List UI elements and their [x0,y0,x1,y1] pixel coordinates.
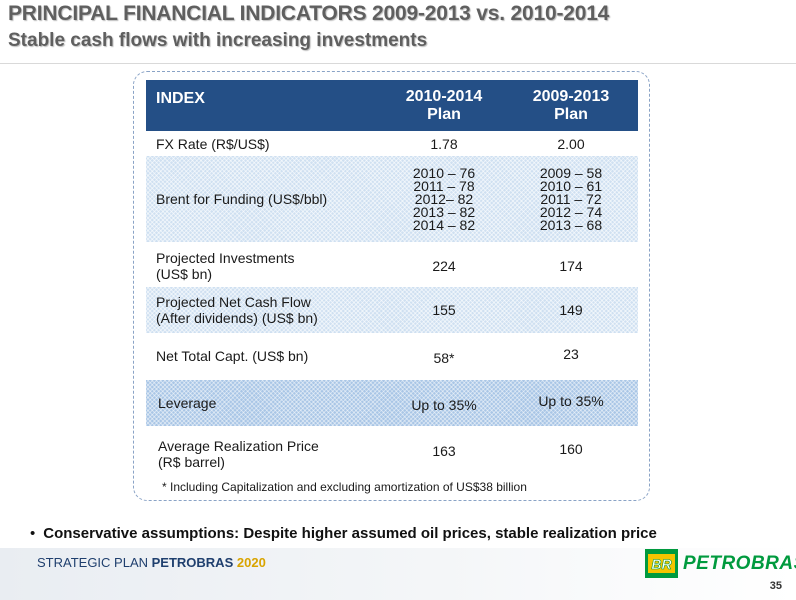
header-plan-2009-2013: 2009-2013 Plan [511,80,631,131]
value-line: 163 [432,442,456,459]
value-line: 1.78 [430,135,458,152]
table-row-net-cash-flow: Projected Net Cash Flow (After dividends… [146,287,638,333]
row-value-2009: 2009 – 58 2010 – 61 2011 – 72 2012 – 74 … [511,156,631,242]
row-value-2010: 58* [384,336,504,376]
row-label-line1: Projected Net Cash Flow [156,294,311,310]
row-label: Brent for Funding (US$/bbl) [156,156,396,242]
row-label-line2: (After dividends) (US$ bn) [156,310,318,326]
row-label: Projected Net Cash Flow (After dividends… [156,287,396,333]
table-row-leverage: Leverage Up to 35% Up to 35% [146,380,638,426]
row-label-line1: FX Rate (R$/US$) [156,136,270,152]
table-frame [133,71,650,501]
row-value-2010: 224 [384,246,504,286]
value-line: Up to 35% [411,396,477,413]
petrobras-logo-icon: BR [645,549,678,578]
table-row-net-total-capt: Net Total Capt. (US$ bn) 58* 23 [146,336,638,376]
row-label-line2: (R$ barrel) [158,454,225,470]
row-label-line1: Net Total Capt. (US$ bn) [156,348,309,364]
row-value-2009: 23 [511,336,631,376]
header-plan-2010-2014: 2010-2014 Plan [384,80,504,131]
page-number: 35 [769,580,782,592]
value-line: 2010 – 76 [412,164,476,181]
header-plan-2009-line1: 2009-2013 [532,87,610,105]
row-label: Leverage [158,380,398,426]
row-value-2009: 149 [511,287,631,333]
row-label-line1: Leverage [158,395,217,411]
row-value-2010: 2010 – 76 2011 – 78 2012– 82 2013 – 82 2… [384,156,504,242]
row-value-2010: 1.78 [384,133,504,155]
row-label: Net Total Capt. (US$ bn) [156,336,396,376]
page-title: PRINCIPAL FINANCIAL INDICATORS 2009-2013… [8,2,610,25]
header-index: INDEX [156,90,205,107]
value-line: 2013 – 68 [539,216,603,233]
value-line: 160 [559,440,583,457]
row-value-2010: Up to 35% [384,380,504,426]
table-footnote: * Including Capitalization and excluding… [162,480,527,494]
footer-prefix: STRATEGIC PLAN [37,555,152,570]
br-logo-icon: BR [648,554,675,573]
value-line: 155 [432,301,456,318]
row-label: FX Rate (R$/US$) [156,133,396,155]
value-line: 2010 – 61 [539,177,603,194]
value-line: Up to 35% [538,392,604,409]
value-line: 2011 – 78 [413,177,475,194]
row-label: Average Realization Price (R$ barrel) [158,433,398,475]
footer-plan-label: STRATEGIC PLAN PETROBRAS 2020 [37,555,266,570]
row-label-line1: Projected Investments [156,250,295,266]
title-divider [0,63,796,64]
row-value-2009: Up to 35% [511,380,631,426]
value-line: 174 [559,257,583,274]
footer-year: 2020 [236,555,266,570]
table-row-fx-rate: FX Rate (R$/US$) 1.78 2.00 [146,133,638,155]
value-line: 2011 – 72 [540,190,602,207]
petrobras-wordmark: PETROBRAS [683,553,796,574]
table-row-projected-investments: Projected Investments (US$ bn) 224 174 [146,246,638,286]
value-line: 2012 – 74 [539,203,603,220]
value-line: 2.00 [557,135,585,152]
value-line: 2009 – 58 [539,164,603,181]
value-line: 58* [433,349,455,366]
row-value-2010: 155 [384,287,504,333]
row-label-line1: Average Realization Price [158,438,319,454]
page-subtitle: Stable cash flows with increasing invest… [8,30,428,51]
logo-text: BR [651,556,672,572]
row-label-line2: (US$ bn) [156,266,213,282]
table-header-row: INDEX 2010-2014 Plan 2009-2013 Plan [146,80,638,131]
row-value-2009: 160 [511,433,631,475]
table-row-avg-realization-price: Average Realization Price (R$ barrel) 16… [146,433,638,475]
value-line: 149 [559,301,583,318]
key-assumption-bullet: • Conservative assumptions: Despite highe… [30,525,657,542]
row-value-2009: 174 [511,246,631,286]
row-label: Projected Investments (US$ bn) [156,246,396,286]
row-value-2010: 163 [384,433,504,475]
row-label-line1: Brent for Funding (US$/bbl) [156,191,328,207]
value-line: 224 [432,257,456,274]
header-plan-2010-line1: 2010-2014 [405,87,483,105]
bullet-text: Conservative assumptions: Despite higher… [43,525,657,542]
value-line: 2012– 82 [414,190,474,207]
table-row-brent: Brent for Funding (US$/bbl) 2010 – 76 20… [146,156,638,242]
row-value-2009: 2.00 [511,133,631,155]
value-line: 23 [563,345,579,362]
value-line: 2014 – 82 [412,216,476,233]
footer-brand: PETROBRAS [151,555,234,570]
header-plan-2009-line2: Plan [554,105,588,123]
header-plan-2010-line2: Plan [427,105,461,123]
bullet-marker: • [30,525,36,542]
value-line: 2013 – 82 [412,203,476,220]
